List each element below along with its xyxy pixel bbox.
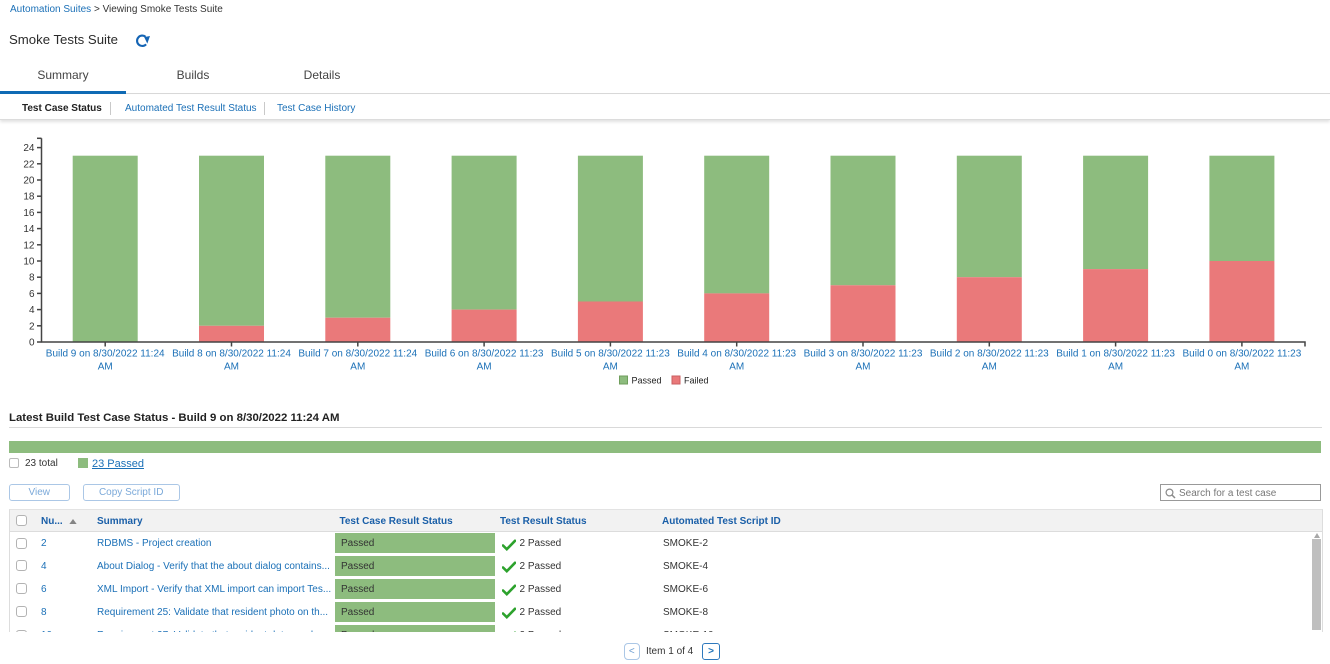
svg-text:24: 24 [23,143,35,154]
svg-text:AM: AM [729,362,744,373]
svg-text:10: 10 [23,257,35,268]
svg-text:14: 14 [23,224,35,235]
svg-text:AM: AM [1108,362,1123,373]
svg-text:2: 2 [29,321,35,332]
svg-text:Build 9 on 8/30/2022 11:24: Build 9 on 8/30/2022 11:24 [46,349,165,360]
svg-text:Build 2 on 8/30/2022 11:23: Build 2 on 8/30/2022 11:23 [930,349,1049,360]
svg-text:AM: AM [477,362,492,373]
svg-text:Build 3 on 8/30/2022 11:23: Build 3 on 8/30/2022 11:23 [804,349,923,360]
svg-text:AM: AM [98,362,113,373]
svg-text:Build 5 on 8/30/2022 11:23: Build 5 on 8/30/2022 11:23 [551,349,670,360]
svg-text:0: 0 [29,338,35,349]
svg-text:AM: AM [856,362,871,373]
svg-text:AM: AM [603,362,618,373]
svg-text:6: 6 [29,289,35,300]
svg-text:AM: AM [982,362,997,373]
svg-text:Failed: Failed [684,376,709,386]
svg-text:Build 7 on 8/30/2022 11:24: Build 7 on 8/30/2022 11:24 [298,349,417,360]
svg-text:12: 12 [23,240,35,251]
svg-text:Build 4 on 8/30/2022 11:23: Build 4 on 8/30/2022 11:23 [677,349,796,360]
svg-text:AM: AM [1234,362,1249,373]
svg-text:Build 6 on 8/30/2022 11:23: Build 6 on 8/30/2022 11:23 [425,349,544,360]
svg-text:Build 8 on 8/30/2022 11:24: Build 8 on 8/30/2022 11:24 [172,349,291,360]
svg-text:Build 0 on 8/30/2022 11:23: Build 0 on 8/30/2022 11:23 [1182,349,1301,360]
svg-text:16: 16 [23,208,35,219]
svg-text:20: 20 [23,176,35,187]
svg-text:8: 8 [29,273,35,284]
svg-text:Passed: Passed [632,376,662,386]
svg-text:Build 1 on 8/30/2022 11:23: Build 1 on 8/30/2022 11:23 [1056,349,1175,360]
svg-text:AM: AM [350,362,365,373]
svg-text:22: 22 [23,159,35,170]
svg-text:4: 4 [29,305,35,316]
svg-text:18: 18 [23,192,35,203]
svg-text:AM: AM [224,362,239,373]
